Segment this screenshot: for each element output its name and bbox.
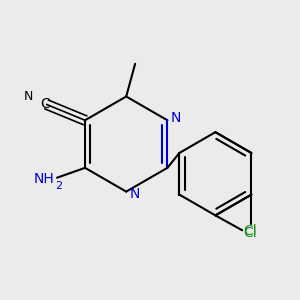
Text: Cl: Cl (244, 226, 257, 240)
Text: N: N (170, 111, 181, 125)
Text: Cl: Cl (243, 224, 257, 238)
Text: N: N (24, 90, 34, 103)
Text: N: N (129, 187, 140, 201)
Text: C: C (40, 97, 50, 111)
Text: NH: NH (33, 172, 54, 186)
Text: 2: 2 (55, 181, 62, 191)
